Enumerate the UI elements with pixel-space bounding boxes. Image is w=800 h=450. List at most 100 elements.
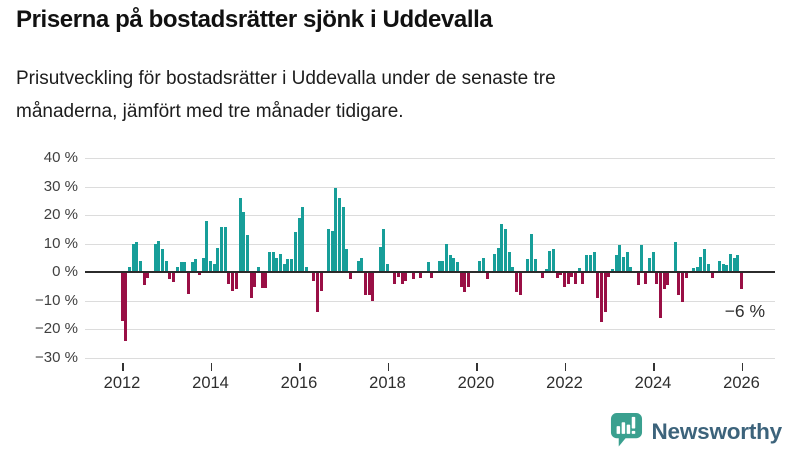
chart-bar-positive bbox=[334, 188, 338, 273]
chart-bar-positive bbox=[647, 258, 651, 273]
chart-bar-positive bbox=[492, 253, 496, 273]
chart-bar-positive bbox=[286, 259, 290, 273]
chart-bar-negative bbox=[570, 272, 574, 277]
chart-bar-positive bbox=[164, 260, 168, 273]
chart-bar-positive bbox=[209, 260, 212, 273]
chart-bar-negative bbox=[234, 272, 238, 290]
chart-bar-negative bbox=[249, 272, 253, 298]
x-axis-tick-label: 2018 bbox=[369, 374, 406, 392]
chart-bar-positive bbox=[695, 266, 699, 273]
chart-bar-positive bbox=[282, 263, 286, 273]
chart-bar-positive bbox=[131, 243, 135, 273]
chart-bar-negative bbox=[515, 272, 519, 293]
chart-bar-negative bbox=[684, 272, 688, 278]
chart-bar-negative bbox=[349, 272, 353, 280]
x-axis-tick bbox=[476, 363, 478, 371]
chart-bar-negative bbox=[168, 272, 172, 280]
chart-bar-positive bbox=[585, 255, 589, 273]
chart-bar-positive bbox=[618, 245, 622, 273]
y-axis-tick-label: 0 % bbox=[52, 263, 78, 281]
chart-bar-positive bbox=[161, 249, 165, 273]
y-axis-tick-label: −20 % bbox=[35, 320, 78, 338]
gridline bbox=[85, 158, 775, 159]
chart-bar-positive bbox=[504, 229, 507, 273]
chart-bar-positive bbox=[500, 223, 504, 273]
x-axis-tick bbox=[299, 363, 301, 371]
chart-bar-negative bbox=[142, 272, 146, 286]
chart-bar-positive bbox=[157, 240, 161, 273]
subtitle-line-2: månaderna, jämfört med tre månader tidig… bbox=[16, 101, 404, 122]
y-axis-tick-label: −10 % bbox=[35, 291, 78, 309]
chart-bar-negative bbox=[404, 272, 408, 281]
chart-bar-negative bbox=[467, 272, 471, 287]
chart-bar-positive bbox=[138, 260, 142, 273]
chart-bar-negative bbox=[124, 272, 128, 341]
chart-bar-positive bbox=[205, 220, 209, 273]
chart-bar-positive bbox=[622, 256, 625, 273]
chart-bar-negative bbox=[681, 272, 684, 303]
chart-bar-positive bbox=[456, 262, 460, 273]
chart-bar-negative bbox=[555, 272, 559, 278]
x-axis-tick bbox=[387, 363, 389, 371]
chart-bar-negative bbox=[463, 272, 467, 293]
chart-bar-positive bbox=[544, 269, 548, 273]
chart-bar-positive bbox=[304, 266, 308, 273]
chart-bar-positive bbox=[588, 255, 592, 273]
chart-bar-positive bbox=[201, 258, 205, 273]
chart-bar-negative bbox=[319, 272, 323, 291]
chart-bar-positive bbox=[220, 226, 224, 273]
chart-bar-positive bbox=[614, 255, 618, 273]
chart-bar-positive bbox=[640, 245, 644, 273]
x-axis-tick bbox=[210, 363, 212, 371]
chart-bar-positive bbox=[478, 260, 482, 273]
chart-bar-positive bbox=[190, 262, 194, 273]
chart-bar-positive bbox=[728, 253, 732, 273]
gridline bbox=[85, 329, 775, 331]
chart-bar-positive bbox=[386, 263, 389, 273]
chart-bar-negative bbox=[419, 272, 423, 278]
chart-bar-positive bbox=[507, 252, 511, 273]
chart-bar-negative bbox=[363, 272, 367, 296]
chart-subtitle: Prisutveckling för bostadsrätter i Uddev… bbox=[16, 62, 716, 128]
chart-bar-positive bbox=[330, 230, 334, 273]
chart-bar-negative bbox=[655, 272, 659, 284]
chart-bar-positive bbox=[526, 259, 530, 273]
x-axis-tick-label: 2024 bbox=[634, 374, 672, 392]
chart-bar-positive bbox=[175, 266, 179, 273]
x-axis-tick-label: 2014 bbox=[192, 374, 229, 392]
gridline bbox=[85, 243, 775, 245]
chart-bar-positive bbox=[706, 263, 710, 273]
x-axis-tick bbox=[122, 363, 124, 371]
chart-bar-negative bbox=[430, 272, 434, 278]
x-axis-tick-label: 2012 bbox=[103, 374, 141, 392]
chart-bar-positive bbox=[212, 263, 216, 273]
chart-bar-positive bbox=[699, 256, 703, 273]
x-axis-tick bbox=[653, 363, 655, 371]
chart-bar-negative bbox=[485, 272, 489, 280]
y-axis-tick-label: 20 % bbox=[43, 206, 78, 224]
chart-bar-negative bbox=[367, 272, 371, 296]
chart-bar-positive bbox=[279, 253, 283, 273]
chart-bar-negative bbox=[666, 272, 670, 286]
chart-bar-negative bbox=[636, 272, 640, 286]
chart-bar-positive bbox=[378, 246, 382, 273]
chart-bar-positive bbox=[651, 252, 655, 273]
chart-bar-positive bbox=[529, 233, 533, 273]
chart-bar-positive bbox=[673, 242, 677, 273]
chart-bar-positive bbox=[610, 269, 614, 273]
chart-bar-positive bbox=[135, 242, 139, 273]
chart-bar-positive bbox=[345, 249, 349, 273]
chart-bar-positive bbox=[692, 268, 696, 273]
last-value-annotation: −6 % bbox=[724, 301, 765, 321]
chart-bar-positive bbox=[245, 235, 249, 273]
gridline bbox=[85, 186, 775, 188]
chart-bar-positive bbox=[194, 259, 198, 273]
chart-bar-negative bbox=[607, 272, 611, 277]
x-axis-tick bbox=[741, 363, 743, 371]
x-axis-tick-label: 2020 bbox=[457, 374, 495, 392]
chart-bar-negative bbox=[581, 272, 585, 284]
chart-bar-negative bbox=[559, 272, 563, 276]
chart-bar-positive bbox=[452, 258, 456, 273]
y-axis-tick-label: 40 % bbox=[43, 149, 78, 166]
